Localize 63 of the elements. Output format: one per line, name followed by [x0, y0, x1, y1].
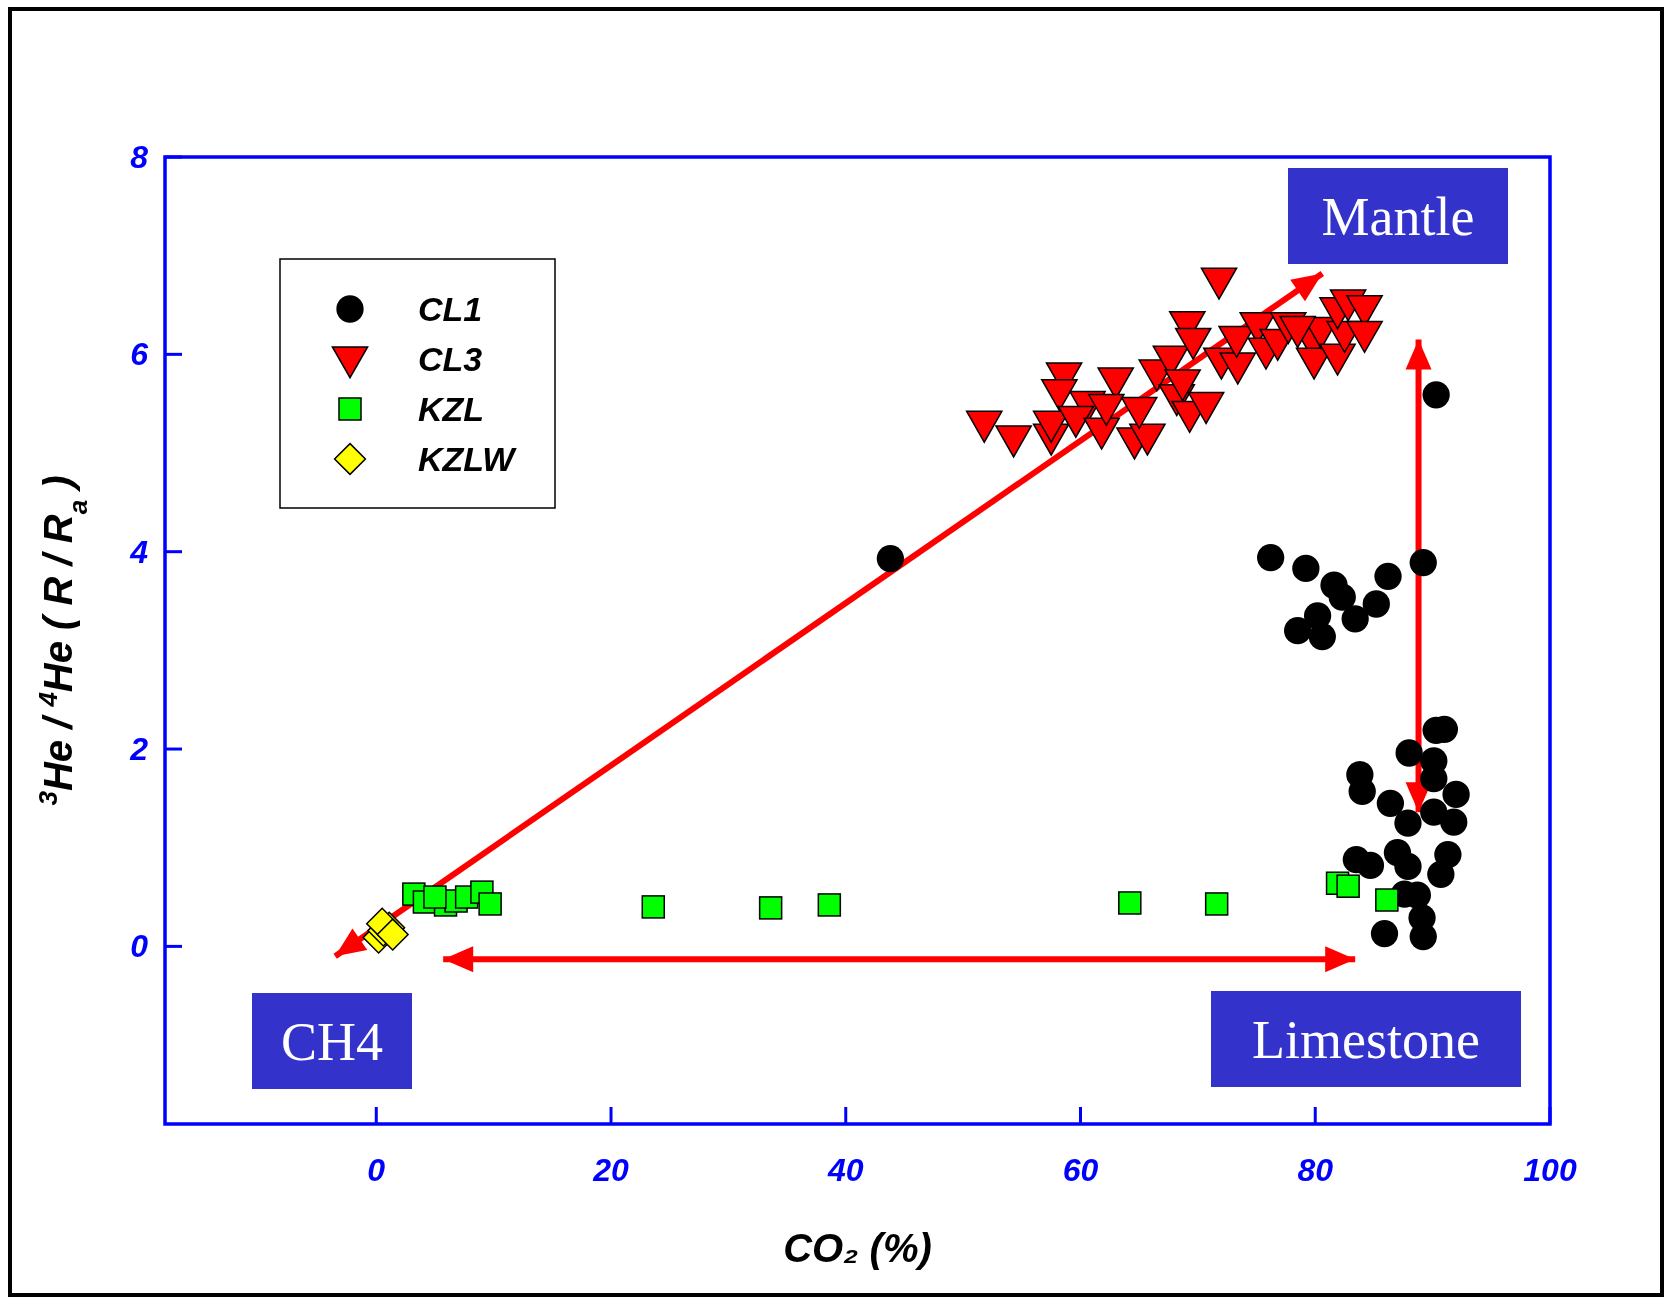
legend-label: KZLW: [418, 440, 518, 478]
point: [1204, 892, 1229, 916]
x-tick-label: 60: [1062, 1152, 1099, 1188]
x-tick-label: 40: [826, 1152, 864, 1188]
point: [1083, 417, 1120, 450]
point: [1187, 391, 1225, 425]
x-axis-title: CO₂ (%): [783, 1226, 932, 1270]
point: [1341, 605, 1369, 633]
x-tick-label: 20: [592, 1152, 630, 1188]
point: [1442, 780, 1470, 809]
point: [1440, 808, 1468, 836]
point: [1395, 739, 1423, 767]
point: [1129, 423, 1166, 456]
point: [1394, 809, 1422, 837]
point: [1376, 789, 1405, 817]
annotation: CH4: [280, 1012, 384, 1072]
point: [817, 893, 842, 917]
point: [1087, 393, 1125, 427]
y-tick-label: 6: [130, 336, 149, 373]
point: [1284, 616, 1312, 645]
point: [1118, 891, 1142, 915]
point: [1420, 798, 1448, 826]
point: [478, 892, 502, 916]
x-tick-label: 80: [1297, 1152, 1334, 1188]
point: [1328, 583, 1356, 611]
point: [1375, 888, 1399, 912]
y-tick-label: 2: [129, 731, 149, 768]
point: [1336, 874, 1360, 898]
annotation: Limestone: [1252, 1010, 1480, 1070]
point: [1370, 919, 1399, 948]
point: [995, 425, 1032, 458]
y-tick-label: 8: [130, 139, 149, 175]
point: [1200, 267, 1238, 300]
point: [876, 544, 904, 573]
point: [1041, 378, 1078, 412]
point: [1057, 405, 1095, 438]
point: [1308, 622, 1336, 651]
annotation: Mantle: [1321, 187, 1475, 247]
point: [641, 895, 666, 919]
legend-label: KZL: [418, 390, 485, 428]
point: [758, 896, 783, 920]
point: [1427, 860, 1455, 888]
x-tick-label: 100: [1523, 1152, 1577, 1188]
point: [965, 410, 1003, 443]
point: [1292, 554, 1320, 583]
point: [1279, 315, 1316, 349]
point: [1356, 851, 1385, 880]
point: [1164, 369, 1201, 402]
x-tick-label: 0: [367, 1152, 386, 1188]
point: [423, 885, 447, 909]
point: [1362, 590, 1390, 618]
y-tick-label: 0: [130, 928, 149, 965]
point: [1409, 548, 1437, 577]
point: [1257, 543, 1285, 572]
point: [1394, 852, 1422, 881]
legend-label: CL3: [418, 340, 483, 378]
y-tick-label: 4: [129, 533, 149, 570]
legend-label: CL1: [418, 290, 483, 328]
point: [1219, 352, 1257, 385]
point: [1346, 320, 1383, 354]
point: [1174, 327, 1212, 360]
point: [1120, 396, 1158, 430]
point: [376, 918, 409, 951]
